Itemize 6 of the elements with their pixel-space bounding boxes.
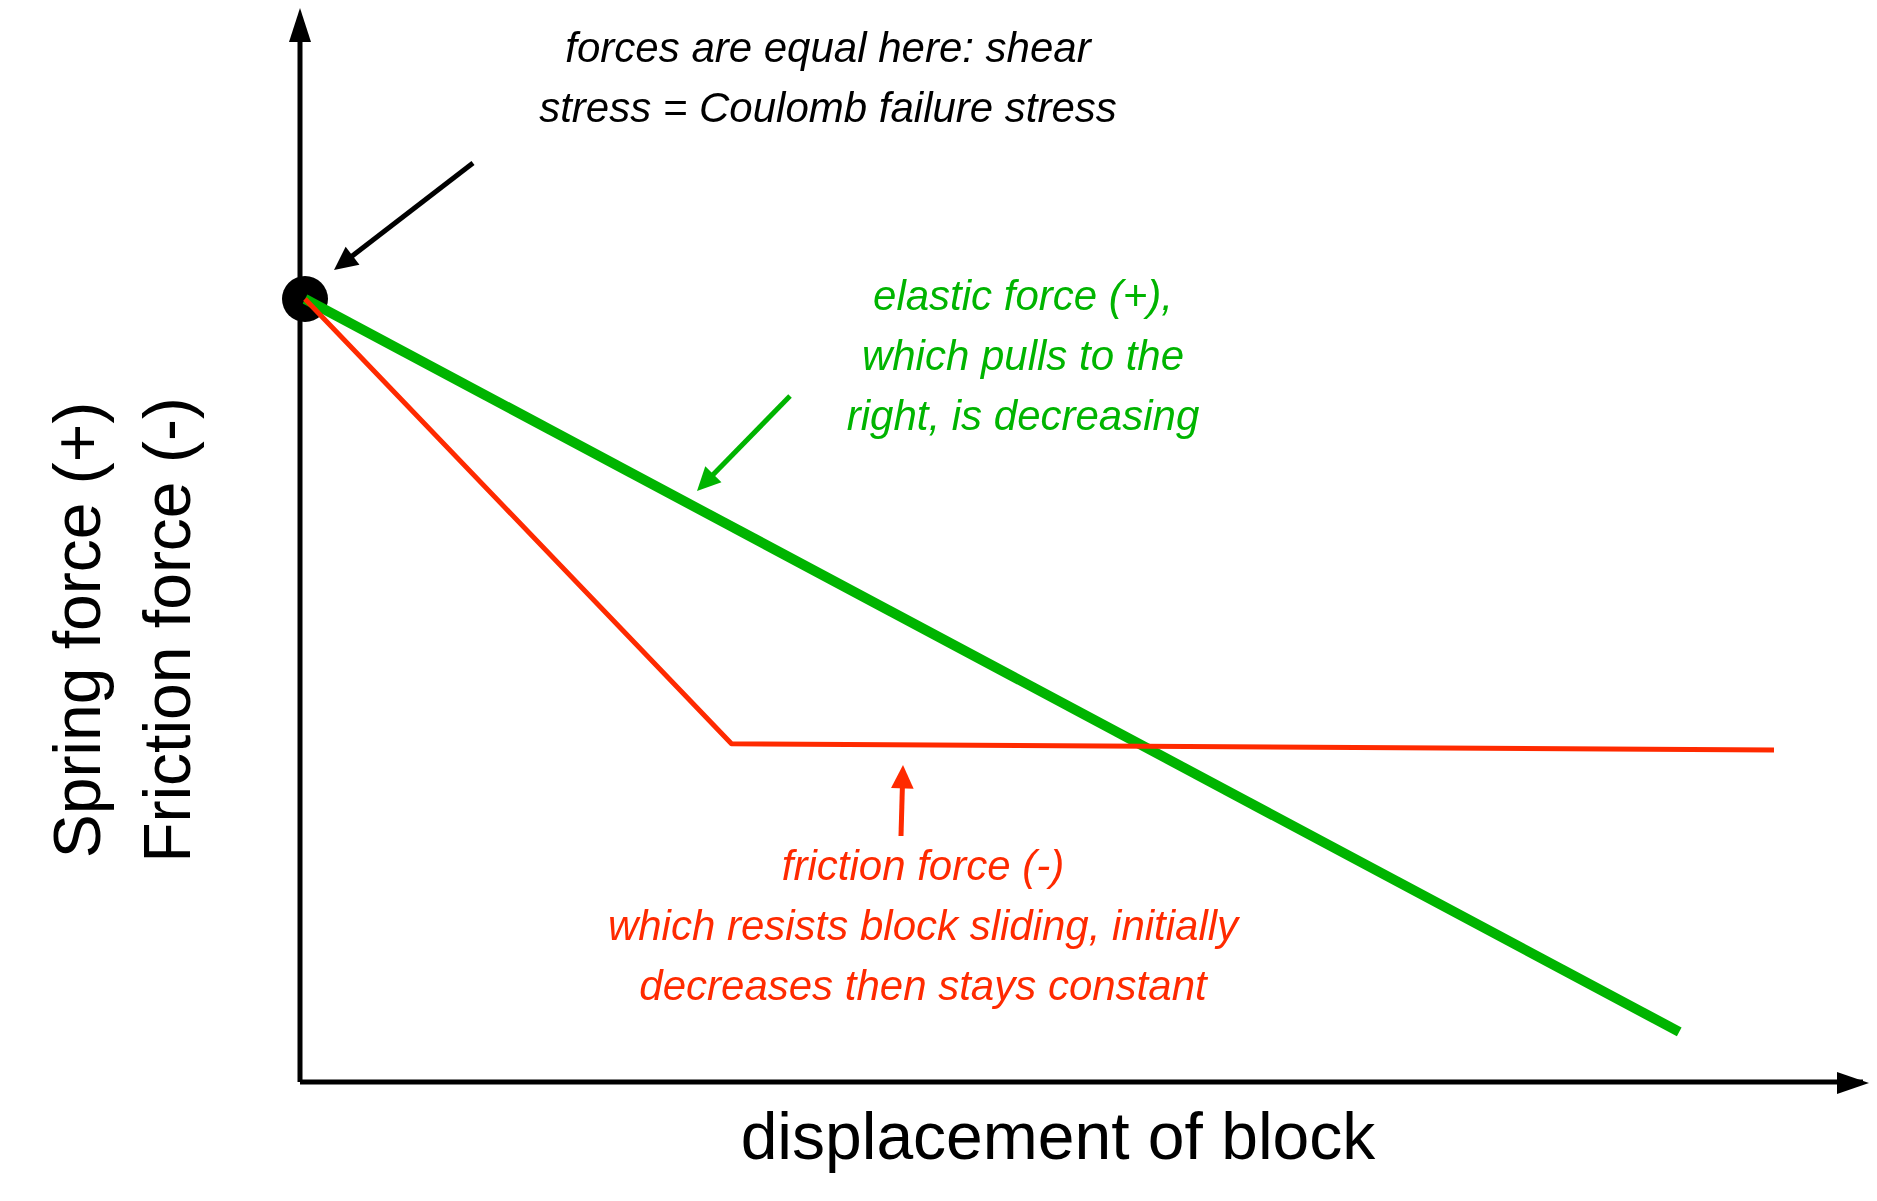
annotation: friction force (-) (780, 841, 1066, 891)
annotation: which resists block sliding, initially decreases then stays constant (606, 901, 1241, 1011)
x-axis-title: displacement of block (739, 1098, 1377, 1174)
y-axis-title: Spring force (+) Friction force (-) (39, 396, 205, 865)
text: elastic force (+), which pulls to the right, is decreasing (845, 271, 1201, 441)
text: forces are equal here: shear stress = Coulomb failure stress (538, 23, 1118, 133)
